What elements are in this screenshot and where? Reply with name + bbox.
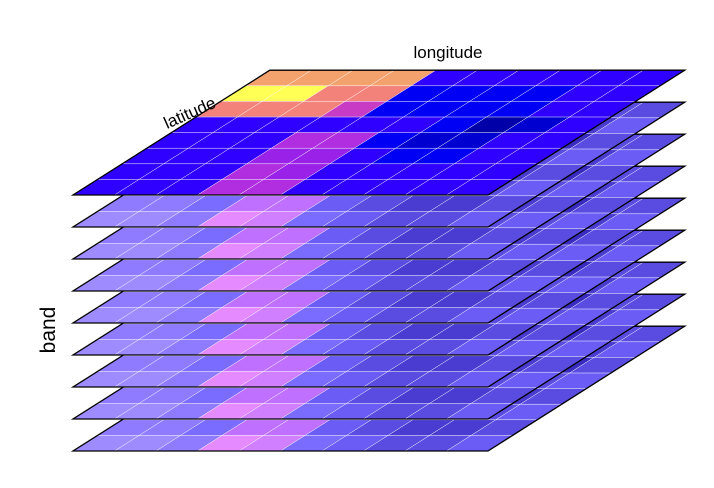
- band-layers: [70, 69, 688, 452]
- longitude-label: longitude: [413, 43, 482, 62]
- top-layer: [70, 69, 688, 196]
- layer-outline: [70, 69, 688, 196]
- band-label: band: [37, 307, 60, 354]
